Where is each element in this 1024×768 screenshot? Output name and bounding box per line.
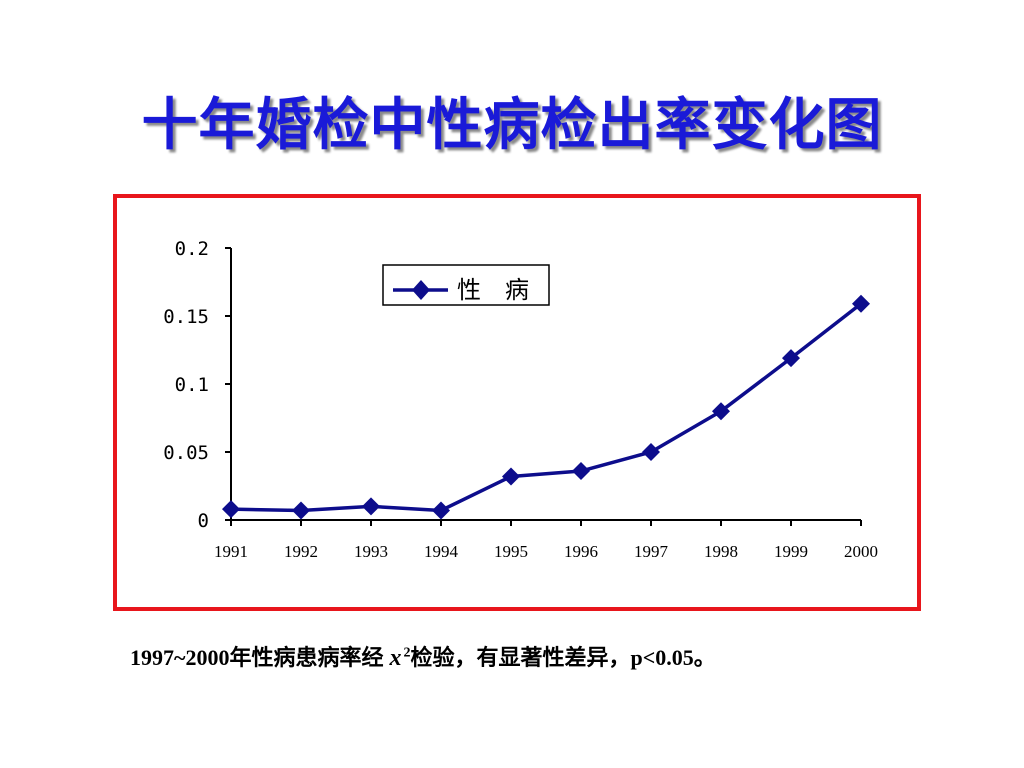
data-point-marker — [642, 443, 660, 461]
y-tick-label: 0.15 — [163, 306, 209, 328]
y-tick-label: 0.2 — [175, 238, 209, 260]
x-tick-label: 1995 — [494, 542, 528, 561]
data-point-marker — [782, 349, 800, 368]
legend-box — [382, 264, 550, 306]
y-tick-label: 0.1 — [175, 374, 209, 396]
footnote-suffix: 检验，有显著性差异，p<0.05。 — [410, 645, 716, 670]
chart-axes: 0 0.05 0.1 0.15 0.2 1991 1992 1993 1994 1995 1996 1… — [163, 238, 878, 561]
data-point-marker — [572, 462, 590, 481]
y-tick-label: 0 — [198, 510, 209, 532]
data-point-marker — [292, 501, 310, 520]
data-point-marker — [502, 467, 520, 486]
data-point-marker — [222, 500, 240, 519]
legend-marker-sample — [412, 280, 430, 300]
x-tick-label: 1992 — [284, 542, 318, 561]
x-tick-label: 1991 — [214, 542, 248, 561]
footnote: 1997~2000年性病患病率经 x 2检验，有显著性差异，p<0.05。 — [130, 640, 990, 672]
x-tick-label: 1998 — [704, 542, 738, 561]
slide-title: 十年婚检中性病检出率变化图 — [141, 93, 883, 158]
data-point-marker — [852, 294, 870, 313]
x-tick-label: 1993 — [354, 542, 388, 561]
footnote-prefix: 1997~2000年性病患病率经 — [130, 645, 384, 670]
chi-symbol: x — [389, 645, 402, 671]
data-point-marker — [362, 497, 380, 516]
data-point-marker — [712, 402, 730, 421]
x-tick-label: 1999 — [774, 542, 808, 561]
series-line — [230, 302, 863, 513]
x-tick-label: 1997 — [634, 542, 669, 561]
x-tick-label: 1994 — [424, 542, 459, 561]
x-tick-label: 1996 — [564, 542, 598, 561]
chart-legend: 性 病 — [382, 264, 550, 306]
chart-frame: 0 0.05 0.1 0.15 0.2 1991 1992 1993 1994 1995 1996 1… — [113, 194, 921, 611]
legend-label: 性 病 — [457, 276, 529, 304]
x-tick-label: 2000 — [844, 542, 878, 561]
chart-series — [222, 294, 870, 520]
y-tick-label: 0.05 — [163, 442, 209, 464]
line-chart: 0 0.05 0.1 0.15 0.2 1991 1992 1993 1994 1995 1996 1… — [163, 238, 878, 561]
chi-superscript: 2 — [403, 645, 411, 661]
data-point-marker — [432, 501, 450, 520]
